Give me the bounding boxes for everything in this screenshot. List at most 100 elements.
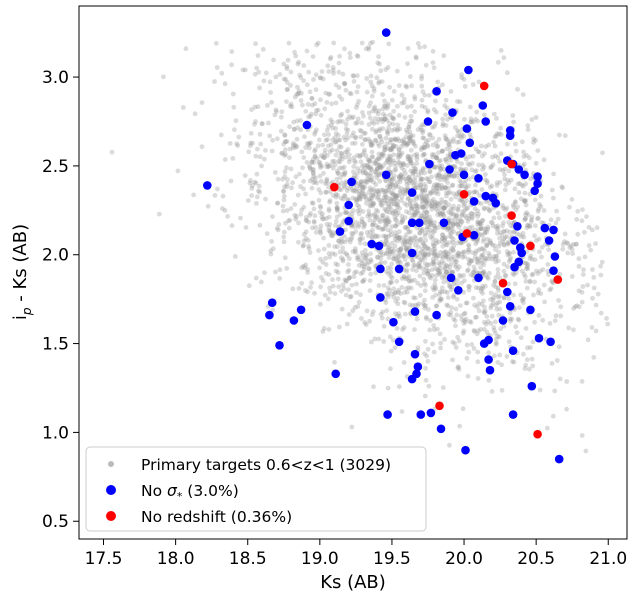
primary-target-point <box>430 48 436 54</box>
primary-target-point <box>456 366 462 372</box>
primary-target-point <box>551 195 556 201</box>
primary-target-point <box>293 216 298 222</box>
primary-target-point <box>442 275 448 280</box>
primary-target-point <box>353 196 358 202</box>
primary-target-point <box>455 334 460 340</box>
primary-target-point <box>260 46 266 52</box>
primary-target-point <box>467 104 473 110</box>
primary-target-point <box>276 222 282 227</box>
primary-target-point <box>303 145 308 150</box>
primary-target-point <box>424 268 430 274</box>
primary-target-point <box>432 224 437 229</box>
primary-target-point <box>401 299 407 305</box>
primary-target-point <box>411 263 417 269</box>
primary-target-point <box>363 170 369 176</box>
primary-target-point <box>383 223 389 228</box>
primary-target-point <box>318 190 324 196</box>
primary-target-point <box>343 121 349 127</box>
primary-target-point <box>461 76 467 82</box>
no-sigma-point <box>534 333 544 343</box>
primary-target-point <box>326 272 332 277</box>
primary-target-point <box>360 110 365 115</box>
primary-target-point <box>448 256 454 262</box>
primary-target-point <box>258 279 264 285</box>
primary-target-point <box>395 193 401 198</box>
primary-target-point <box>513 207 519 213</box>
primary-target-point <box>487 184 493 190</box>
primary-target-point <box>347 256 352 262</box>
primary-target-point <box>390 143 396 148</box>
primary-target-point <box>303 217 309 223</box>
primary-target-point <box>392 168 398 173</box>
primary-target-point <box>470 82 476 87</box>
primary-target-point <box>268 248 274 254</box>
primary-target-point <box>412 96 418 102</box>
no-sigma-point <box>410 349 420 359</box>
primary-target-point <box>497 293 502 299</box>
primary-target-point <box>324 161 330 167</box>
primary-target-point <box>455 173 460 179</box>
primary-target-point <box>287 146 293 152</box>
primary-target-point <box>387 288 393 293</box>
primary-target-point <box>270 307 276 313</box>
primary-target-point <box>499 387 505 393</box>
primary-target-point <box>475 376 481 381</box>
primary-target-point <box>347 50 353 56</box>
primary-target-point <box>598 310 604 316</box>
primary-target-point <box>388 270 394 275</box>
primary-target-point <box>350 188 356 194</box>
no-redshift-point <box>553 275 563 284</box>
primary-target-point <box>249 107 254 112</box>
primary-target-point <box>419 97 425 103</box>
primary-target-point <box>433 120 438 126</box>
primary-target-point <box>366 208 372 214</box>
primary-target-point <box>521 296 527 301</box>
primary-target-point <box>423 62 429 68</box>
primary-target-point <box>450 239 456 245</box>
primary-target-point <box>531 292 536 298</box>
primary-target-point <box>375 225 381 230</box>
primary-target-point <box>367 158 372 164</box>
primary-target-point <box>354 197 360 203</box>
primary-target-point <box>467 319 473 324</box>
primary-target-point <box>385 285 391 291</box>
primary-target-point <box>382 116 387 122</box>
primary-target-point <box>376 143 382 149</box>
primary-target-point <box>303 236 309 241</box>
no-sigma-point <box>530 186 539 196</box>
primary-target-point <box>518 335 524 341</box>
no-sigma-point <box>302 120 312 130</box>
primary-target-point <box>506 180 512 185</box>
primary-target-point <box>361 277 367 283</box>
primary-target-point <box>437 211 443 217</box>
primary-target-point <box>324 216 329 221</box>
primary-target-point <box>536 236 542 242</box>
primary-target-point <box>466 213 472 219</box>
primary-target-point <box>450 182 456 188</box>
primary-target-point <box>368 271 374 277</box>
primary-target-point <box>369 119 375 125</box>
primary-target-point <box>292 127 297 132</box>
primary-target-point <box>521 351 526 357</box>
primary-target-point <box>478 201 484 207</box>
primary-target-point <box>419 228 425 234</box>
no-redshift-point <box>462 229 472 238</box>
primary-target-point <box>385 104 391 109</box>
primary-target-point <box>491 139 496 145</box>
primary-target-point <box>294 136 300 142</box>
primary-target-point <box>466 349 472 355</box>
primary-target-point <box>554 208 559 214</box>
primary-target-point <box>502 176 507 182</box>
primary-target-point <box>350 73 356 78</box>
primary-target-point <box>389 275 395 280</box>
primary-target-point <box>456 204 462 209</box>
primary-target-point <box>345 108 350 114</box>
primary-target-point <box>263 196 268 202</box>
primary-target-point <box>397 188 403 194</box>
primary-target-point <box>305 270 310 275</box>
primary-target-point <box>428 234 433 240</box>
no-sigma-point <box>527 381 537 391</box>
primary-target-point <box>467 132 473 137</box>
primary-target-point <box>495 300 500 306</box>
primary-target-point <box>374 172 379 177</box>
